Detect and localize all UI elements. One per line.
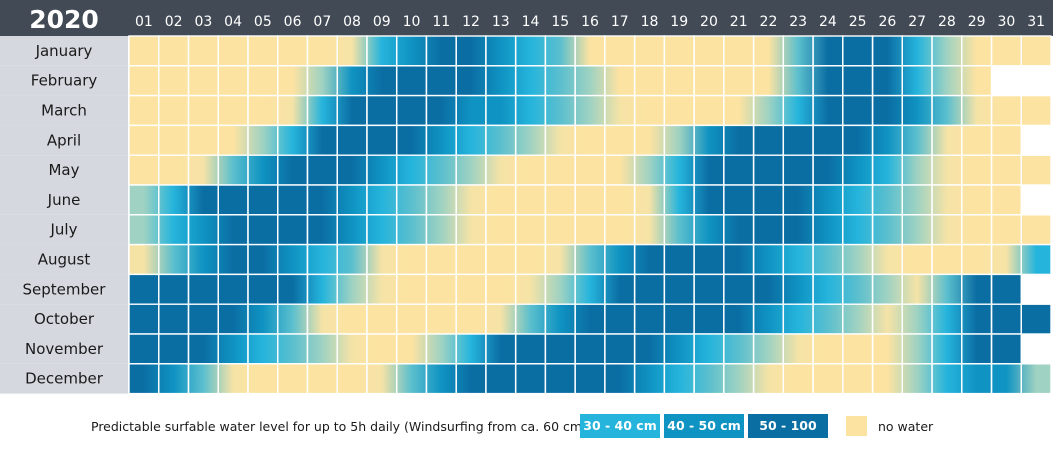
day-header-05: 05 xyxy=(254,14,272,30)
day-header-10: 10 xyxy=(403,14,421,30)
day-header-19: 19 xyxy=(670,14,688,30)
legend-chip-30-40: 30 - 40 cm xyxy=(580,414,660,438)
month-label-november: November xyxy=(25,340,104,358)
month-row-october xyxy=(129,304,1051,334)
day-header-01: 01 xyxy=(135,14,153,30)
month-label-april: April xyxy=(47,131,81,149)
legend-description: Predictable surfable water level for up … xyxy=(91,419,587,434)
month-label-september: September xyxy=(23,280,107,298)
day-header-02: 02 xyxy=(165,14,183,30)
day-cell xyxy=(1020,35,1052,67)
year-title: 2020 xyxy=(29,5,99,34)
water-level-calendar: 2020 01 02 03 04 05 06 07 08 09 10 11 12 13 14 15 16 17 18… xyxy=(0,0,1053,395)
month-label-bg xyxy=(0,304,128,334)
day-cell xyxy=(1020,154,1052,186)
month-label-bg xyxy=(0,274,128,305)
month-label-june: June xyxy=(47,191,81,209)
day-header-25: 25 xyxy=(849,14,867,30)
day-header-17: 17 xyxy=(611,14,629,30)
month-row-may xyxy=(129,155,1051,185)
month-label-march: March xyxy=(41,102,87,120)
day-header-09: 09 xyxy=(373,14,391,30)
month-label-bg xyxy=(0,334,128,364)
month-row-february xyxy=(129,65,992,96)
day-header-14: 14 xyxy=(522,14,540,30)
day-header-06: 06 xyxy=(284,14,302,30)
month-label-bg xyxy=(0,36,128,66)
day-header-24: 24 xyxy=(819,14,837,30)
day-cell xyxy=(1020,243,1052,276)
legend-no-water-label: no water xyxy=(878,419,934,434)
day-cell xyxy=(1020,363,1052,395)
legend-no-water-swatch xyxy=(846,416,867,436)
month-label-july: July xyxy=(50,221,78,239)
day-header-07: 07 xyxy=(313,14,331,30)
month-label-january: January xyxy=(35,42,93,60)
day-header-27: 27 xyxy=(908,14,926,30)
month-label-bg xyxy=(0,363,128,394)
month-label-bg xyxy=(0,185,128,215)
day-header-03: 03 xyxy=(194,14,212,30)
day-header-26: 26 xyxy=(879,14,897,30)
legend: Predictable surfable water level for up … xyxy=(0,412,1053,457)
month-label-bg xyxy=(0,244,128,275)
day-header-11: 11 xyxy=(432,14,450,30)
month-label-bg xyxy=(0,125,128,156)
month-label-bg xyxy=(0,214,128,245)
month-row-december xyxy=(129,363,1051,394)
day-header-04: 04 xyxy=(224,14,242,30)
month-row-march xyxy=(129,95,1051,126)
day-header-18: 18 xyxy=(641,14,659,30)
month-row-january xyxy=(129,36,1051,66)
day-header-29: 29 xyxy=(968,14,986,30)
day-header-13: 13 xyxy=(492,14,510,30)
day-header-12: 12 xyxy=(462,14,480,30)
day-header-16: 16 xyxy=(581,14,599,30)
month-label-february: February xyxy=(31,72,98,90)
month-label-december: December xyxy=(25,370,104,388)
day-header-15: 15 xyxy=(551,14,569,30)
month-label-october: October xyxy=(34,310,95,328)
day-header-21: 21 xyxy=(730,14,748,30)
legend-chip-50-100: 50 - 100 cm xyxy=(748,414,828,457)
month-row-august xyxy=(129,244,1051,275)
month-label-august: August xyxy=(38,251,91,269)
day-header-22: 22 xyxy=(760,14,778,30)
month-label-bg xyxy=(0,95,128,126)
month-label-bg xyxy=(0,155,128,185)
month-row-july xyxy=(129,214,1051,245)
header-bar xyxy=(0,0,1053,36)
day-header-30: 30 xyxy=(997,14,1015,30)
month-label-bg xyxy=(0,65,128,96)
day-cell xyxy=(1020,94,1052,127)
day-cell xyxy=(1020,303,1052,335)
day-header-23: 23 xyxy=(789,14,807,30)
legend-chip-40-50: 40 - 50 cm xyxy=(664,414,744,438)
day-header-08: 08 xyxy=(343,14,361,30)
day-header-20: 20 xyxy=(700,14,718,30)
day-header-28: 28 xyxy=(938,14,956,30)
day-header-31: 31 xyxy=(1027,14,1045,30)
month-label-may: May xyxy=(48,161,79,179)
